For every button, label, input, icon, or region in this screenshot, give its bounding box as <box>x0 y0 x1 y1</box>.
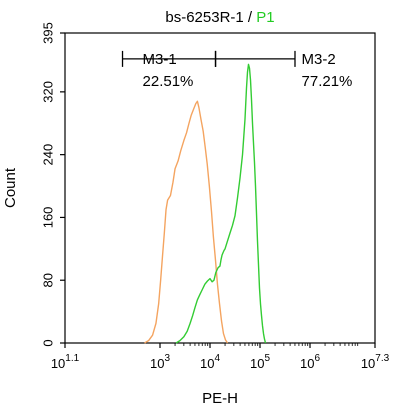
y-tick-label: 160 <box>40 207 55 229</box>
y-tick-label: 240 <box>40 144 55 166</box>
x-tick-base: 10 <box>300 356 314 371</box>
x-tick-label: 101.1 <box>51 353 80 371</box>
x-tick-base: 10 <box>150 356 164 371</box>
gate-percent-label: 22.51% <box>143 73 194 90</box>
x-tick-exponent: 6 <box>314 353 320 364</box>
x-tick-label: 103 <box>150 353 170 371</box>
x-tick-label: 107.3 <box>361 353 390 371</box>
x-tick-label: 106 <box>300 353 320 371</box>
y-tick-label: 395 <box>40 22 55 44</box>
y-tick-label: 320 <box>40 81 55 103</box>
gate-name-label: M3-1 <box>143 51 177 68</box>
gate-name-label: M3-2 <box>302 51 336 68</box>
y-tick-label: 0 <box>40 339 55 346</box>
chart-title-highlight: P1 <box>256 9 274 26</box>
y-axis-label: Count <box>2 167 19 208</box>
y-tick-label: 80 <box>40 273 55 287</box>
chart-title: bs-6253R-1 / P1 <box>165 9 274 26</box>
x-tick-base: 10 <box>361 356 375 371</box>
x-axis-label: PE-H <box>202 390 238 407</box>
x-tick-base: 10 <box>51 356 65 371</box>
x-tick-exponent: 5 <box>264 353 270 364</box>
x-tick-exponent: 4 <box>214 353 220 364</box>
plot-frame <box>64 32 376 344</box>
histogram-series-2 <box>175 63 267 344</box>
x-tick-base: 10 <box>200 356 214 371</box>
x-tick-label: 104 <box>200 353 220 371</box>
x-tick-exponent: 7.3 <box>375 353 389 364</box>
gate-percent-label: 77.21% <box>302 73 353 90</box>
x-tick-exponent: 1.1 <box>65 353 79 364</box>
histogram-series-1 <box>144 100 229 344</box>
x-tick-exponent: 3 <box>164 353 170 364</box>
series-layer <box>144 63 267 344</box>
x-tick-base: 10 <box>250 356 264 371</box>
chart-title-main: bs-6253R-1 / <box>165 9 256 26</box>
x-tick-label: 105 <box>250 353 270 371</box>
gates-layer: M3-1 22.51% M3-2 77.21% <box>121 50 353 90</box>
